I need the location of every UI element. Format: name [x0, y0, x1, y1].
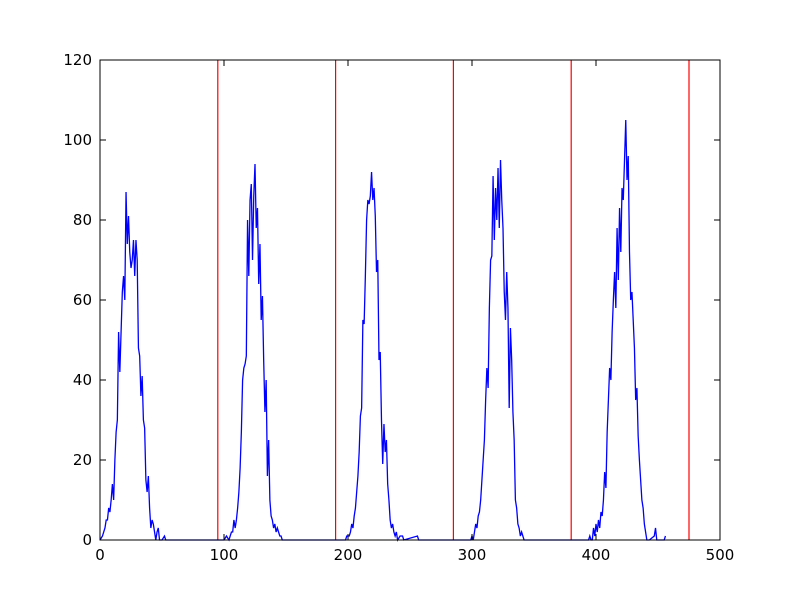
y-tick-label: 60 — [73, 291, 92, 309]
x-tick-label: 300 — [458, 546, 487, 564]
x-tick-label: 0 — [95, 546, 105, 564]
x-tick-label: 500 — [706, 546, 735, 564]
data-line — [99, 119, 667, 542]
y-tick-label: 120 — [63, 51, 92, 69]
x-tick-label: 100 — [210, 546, 239, 564]
x-tick-label: 400 — [582, 546, 611, 564]
x-tick-label: 200 — [334, 546, 363, 564]
y-tick-label: 40 — [73, 371, 92, 389]
y-tick-label: 80 — [73, 211, 92, 229]
y-tick-label: 0 — [82, 531, 92, 549]
y-tick-label: 100 — [63, 131, 92, 149]
y-tick-label: 20 — [73, 451, 92, 469]
